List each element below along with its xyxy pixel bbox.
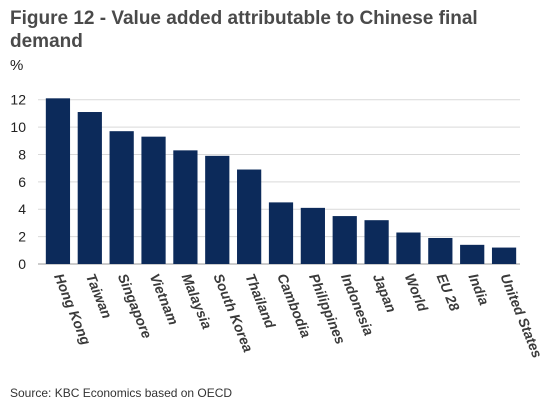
bar — [460, 244, 485, 264]
bar — [396, 232, 421, 264]
y-tick-label: 8 — [18, 146, 26, 162]
bars — [45, 98, 517, 264]
bar — [268, 202, 294, 264]
bar — [332, 216, 357, 264]
x-tick-label: Vietnam — [147, 271, 182, 327]
x-tick-label: United States — [497, 271, 540, 360]
bar — [109, 131, 134, 264]
bar — [141, 136, 166, 264]
x-tick-label: World — [402, 271, 432, 314]
y-tick-label: 10 — [10, 119, 26, 135]
x-tick-label: Taiwan — [83, 271, 115, 321]
x-tick-label: Japan — [370, 271, 400, 315]
y-tick-label: 0 — [18, 256, 26, 272]
source-note: Source: KBC Economics based on OECD — [10, 386, 233, 400]
chart-title: Figure 12 - Value added attributable to … — [10, 8, 478, 52]
y-tick-label: 4 — [18, 201, 26, 217]
x-tick-label: Thailand — [242, 271, 279, 331]
bar — [77, 112, 102, 264]
y-axis-ticks: 0 2 4 6 8 10 12 — [10, 92, 26, 272]
bar — [364, 220, 389, 264]
bar — [428, 237, 453, 264]
bar — [300, 207, 325, 264]
bar — [45, 98, 71, 264]
x-tick-label: EU 28 — [434, 271, 463, 313]
y-tick-label: 6 — [18, 174, 26, 190]
bar — [237, 169, 262, 264]
x-tick-label: India — [465, 271, 492, 307]
bar — [491, 247, 517, 264]
y-axis-unit-label: % — [10, 57, 24, 74]
bar — [173, 150, 198, 264]
bar — [205, 155, 230, 264]
y-tick-label: 12 — [10, 92, 26, 108]
y-tick-label: 2 — [18, 229, 26, 245]
x-tick-label: Malaysia — [179, 271, 216, 331]
